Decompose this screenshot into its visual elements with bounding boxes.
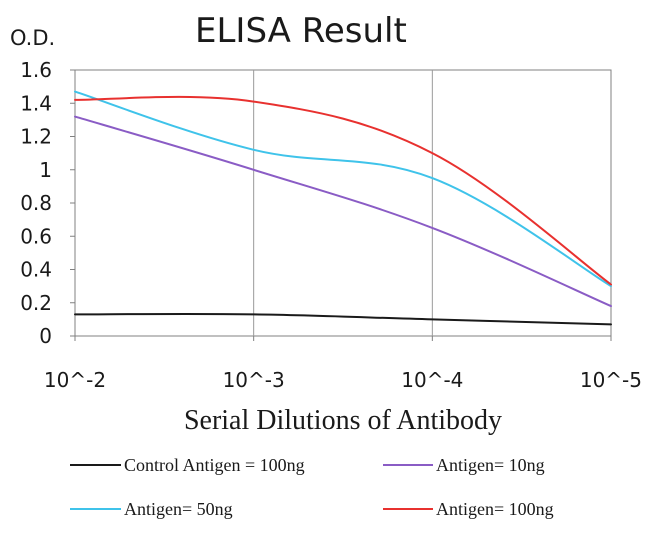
series-lines (74, 90, 612, 326)
y-tick-labels: 0 0.2 0.4 0.6 0.8 1 1.2 1.4 1.6 (20, 58, 75, 348)
x-tick-label: 10^-2 (44, 368, 106, 392)
y-tick-label: 1.2 (20, 125, 52, 149)
x-tick-label: 10^-5 (580, 368, 642, 392)
y-axis-title: O.D. (10, 26, 55, 50)
legend-label: Antigen= 10ng (436, 455, 545, 475)
y-tick-label: 0.8 (20, 191, 52, 215)
legend-label: Antigen= 100ng (436, 499, 554, 519)
y-tick-label: 1.6 (20, 58, 52, 82)
legend-label: Antigen= 50ng (124, 499, 233, 519)
x-tick-label: 10^-3 (223, 368, 285, 392)
series-line (74, 115, 612, 308)
legend-label: Control Antigen = 100ng (124, 455, 305, 475)
series-line (74, 95, 612, 286)
grid-layer (253, 70, 433, 336)
y-tick-label: 1 (39, 158, 52, 182)
y-tick-label: 0.4 (20, 258, 52, 282)
series-line (74, 313, 612, 326)
x-axis-title: Serial Dilutions of Antibody (184, 405, 502, 436)
x-tick-labels: 10^-2 10^-3 10^-4 10^-5 (44, 336, 642, 392)
y-tick-label: 0.6 (20, 224, 52, 248)
plot-area (74, 69, 612, 337)
y-tick-label: 0.2 (20, 291, 52, 315)
y-tick-label: 1.4 (20, 91, 52, 115)
chart-title: ELISA Result (195, 11, 407, 51)
series-line (74, 90, 612, 288)
y-tick-label: 0 (39, 324, 52, 348)
x-tick-label: 10^-4 (401, 368, 463, 392)
legend: Control Antigen = 100ng Antigen= 10ng Anti… (70, 455, 554, 519)
